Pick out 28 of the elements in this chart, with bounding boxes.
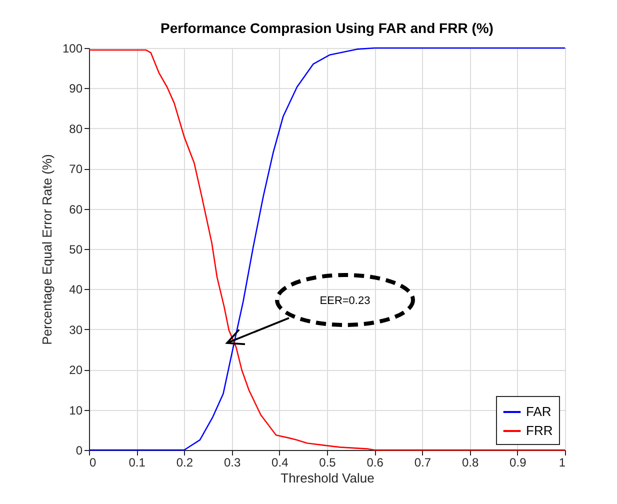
legend-label: FRR bbox=[526, 423, 553, 438]
y-tick-label: 90 bbox=[69, 82, 83, 96]
annotation: EER=0.23 bbox=[320, 295, 370, 307]
x-tick-label: 0.8 bbox=[462, 456, 479, 470]
x-tick-label: 0.3 bbox=[224, 456, 241, 470]
x-tick-label: 0 bbox=[90, 456, 96, 470]
y-tick-label: 100 bbox=[62, 42, 83, 56]
legend-label: FAR bbox=[526, 404, 552, 419]
y-tick-label: 20 bbox=[69, 363, 83, 378]
x-tick-label: 0.2 bbox=[176, 456, 194, 470]
y-tick-label: 10 bbox=[69, 403, 83, 418]
x-tick-label: 1 bbox=[558, 456, 566, 470]
y-tick-label: 0 bbox=[76, 444, 83, 458]
y-axis-title: Percentage Equal Error Rate (%) bbox=[39, 154, 54, 345]
x-tick-label: 0.5 bbox=[319, 456, 336, 470]
chart-title: Performance Comprasion Using FAR and FRR (%) bbox=[160, 20, 494, 36]
x-tick-label: 0.4 bbox=[272, 456, 289, 470]
x-tick-label: 0.9 bbox=[510, 456, 527, 470]
y-tick-label: 30 bbox=[69, 322, 83, 337]
y-tick-label: 80 bbox=[69, 122, 83, 136]
x-tick-label: 0.7 bbox=[414, 456, 432, 470]
x-tick-label: 0.1 bbox=[128, 456, 146, 470]
y-tick-label: 60 bbox=[69, 202, 83, 216]
y-tick-label: 40 bbox=[69, 282, 83, 297]
x-axis-title: Threshold Value bbox=[280, 470, 374, 486]
x-tick-label: 0.6 bbox=[366, 456, 384, 470]
y-tick-label: 50 bbox=[69, 242, 83, 256]
y-tick-label: 70 bbox=[69, 162, 83, 176]
